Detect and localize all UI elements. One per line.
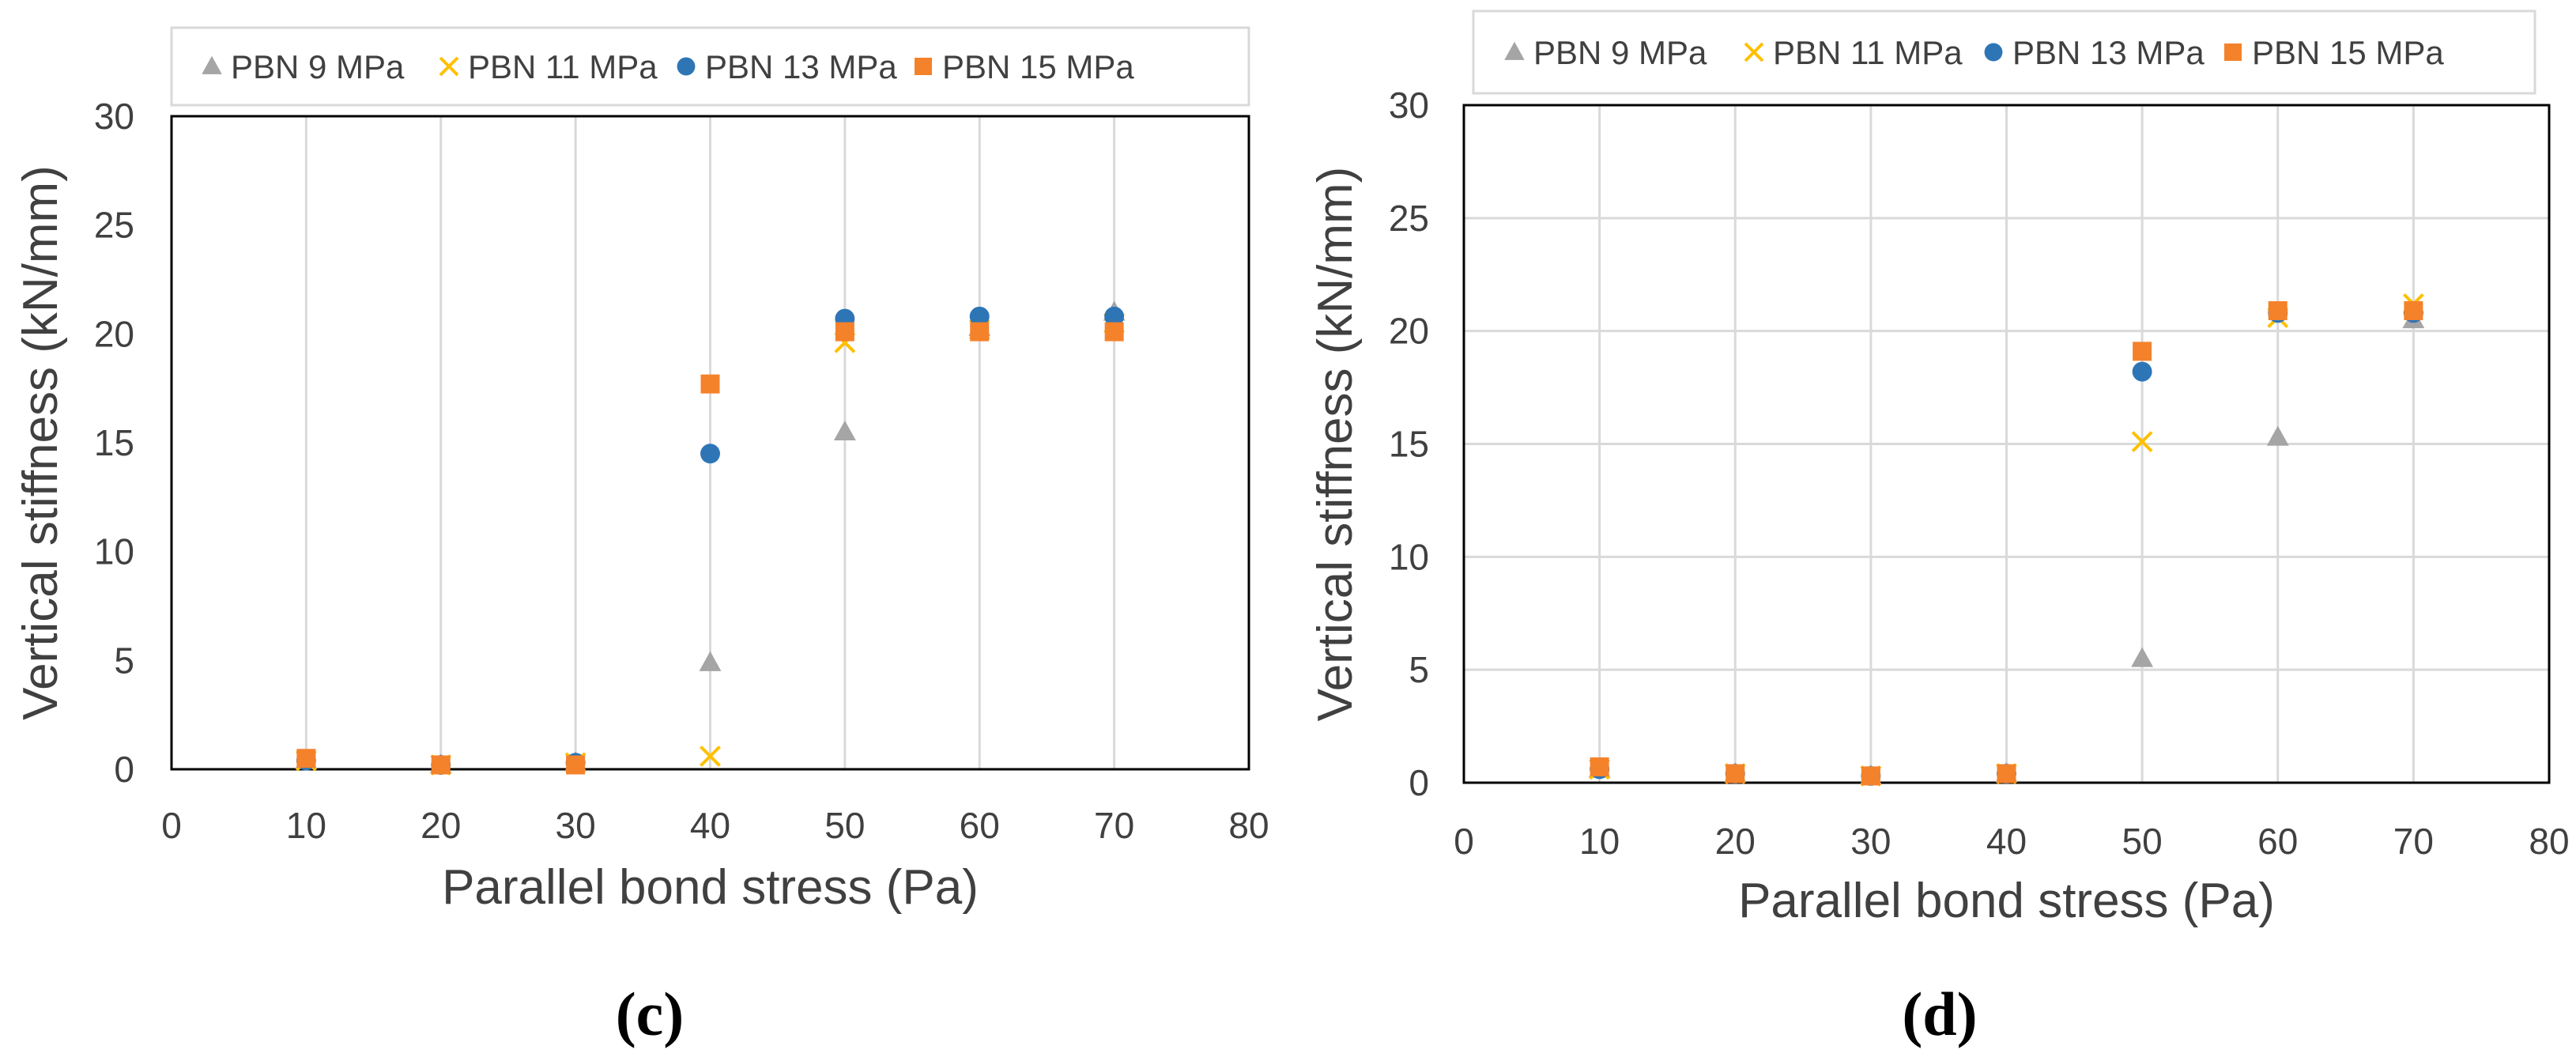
- panel-c-point-s1-40: [699, 651, 722, 671]
- panel-c-chart: 0 10 20 30 40 50 60 70 80 0 5 10 15 20 25 30 Parallel bo…: [13, 26, 1269, 915]
- panel-d-point-s4-10: [1590, 757, 1609, 777]
- panel-d-legend-label-1: PBN 9 MPa: [1533, 34, 1707, 71]
- panel-d-ytick-label-30: 30: [1389, 85, 1429, 126]
- panel-c-legend-box: [170, 26, 1250, 107]
- panel-d-point-s1-50: [2131, 647, 2154, 667]
- panel-c-point-s4-60: [970, 322, 990, 342]
- panel-d-xtick-label-40: 40: [1986, 821, 2027, 862]
- panel-c-ytick-label-10: 10: [94, 531, 134, 572]
- panel-c-ytick-label-15: 15: [94, 422, 134, 463]
- panel-d-legend-label-4: PBN 15 MPa: [2252, 34, 2444, 71]
- panel-c-ytick-label-25: 25: [94, 205, 134, 246]
- panel-d-xtick-label-60: 60: [2257, 821, 2298, 862]
- panel-caption-d: (d): [1902, 980, 1978, 1048]
- panel-d-point-s4-40: [1997, 764, 2016, 783]
- panel-c-xtick-label-10: 10: [286, 805, 326, 846]
- panel-d-ytick-label-20: 20: [1389, 311, 1429, 352]
- panel-d-legend: PBN 9 MPa PBN 11 MPa PBN 13 MPa PBN 15 MPa: [1472, 9, 2536, 95]
- panel-c-xtick-label-0: 0: [161, 805, 182, 846]
- panel-c-legend-marker-2: [439, 56, 459, 77]
- panel-d-ytick-label-25: 25: [1389, 198, 1429, 239]
- panel-d-ytick-label-10: 10: [1389, 536, 1429, 577]
- panel-c-legend-marker-4: [915, 58, 932, 75]
- panel-d-legend-box: [1472, 9, 2536, 95]
- panel-c-ytick-label-0: 0: [114, 749, 134, 790]
- panel-c-legend: PBN 9 MPa PBN 11 MPa PBN 13 MPa PBN 15 MPa: [170, 26, 1250, 107]
- panel-d-point-s1-60: [2266, 425, 2289, 446]
- panel-d-point-s4-50: [2133, 342, 2152, 361]
- panel-d-legend-marker-4: [2224, 43, 2242, 61]
- panel-d-xtick-label-0: 0: [1454, 821, 1474, 862]
- panel-c-legend-label-1: PBN 9 MPa: [231, 48, 405, 85]
- panel-d-legend-marker-2-stroke-b: [1744, 42, 1764, 62]
- panel-c-plot-frame: [170, 115, 1250, 771]
- panel-c-point-s4-70: [1104, 322, 1124, 342]
- panel-c-xtick-label-60: 60: [960, 805, 1000, 846]
- panel-c-y-axis-label: Vertical stiffness (kN/mm): [13, 165, 68, 720]
- panel-c-point-s4-20: [431, 755, 451, 775]
- panel-c-legend-marker-3: [677, 57, 696, 76]
- panel-c-xtick-label-20: 20: [421, 805, 461, 846]
- panel-d-point-s4-30: [1861, 766, 1880, 786]
- panel-c-point-s3-70: [1104, 306, 1125, 327]
- panel-c-legend-marker-2-stroke-b: [439, 56, 459, 77]
- panel-d-xtick-label-20: 20: [1715, 821, 1756, 862]
- panel-d-legend-marker-3: [1984, 43, 2003, 62]
- panel-c-point-s3-40: [700, 444, 720, 464]
- panel-c-point-s4-50: [835, 322, 854, 342]
- panel-d-legend-marker-1: [1504, 41, 1525, 60]
- panel-c-xtick-label-80: 80: [1228, 805, 1269, 846]
- panel-c-xtick-label-40: 40: [690, 805, 730, 846]
- panel-c-legend-label-3: PBN 13 MPa: [705, 48, 897, 85]
- panel-caption-c: (c): [615, 980, 685, 1048]
- panel-c-point-s2-40: [700, 746, 721, 767]
- panel-d-xtick-label-10: 10: [1579, 821, 1620, 862]
- panel-d-point-s2-50-stroke-b: [2131, 431, 2153, 453]
- panel-d-xtick-label-30: 30: [1850, 821, 1891, 862]
- panel-d-legend-label-3: PBN 13 MPa: [2012, 34, 2204, 71]
- panel-d-point-s3-50: [2132, 361, 2152, 382]
- panel-d-xtick-label-70: 70: [2393, 821, 2434, 862]
- panel-d-ytick-label-5: 5: [1409, 649, 1429, 690]
- panel-c-legend-label-2: PBN 11 MPa: [468, 48, 658, 85]
- panel-c-legend-marker-1: [202, 55, 222, 74]
- panel-c-x-axis-label: Parallel bond stress (Pa): [442, 860, 979, 915]
- panel-d-chart: 0 10 20 30 40 50 60 70 80 0 5 10 15 20 25 30 Parallel bo…: [1308, 9, 2570, 928]
- panel-d-ytick-label-15: 15: [1389, 424, 1429, 465]
- panel-c-xtick-label-70: 70: [1094, 805, 1134, 846]
- panel-c-point-s1-50: [833, 420, 856, 441]
- panel-d-point-s4-60: [2268, 300, 2287, 320]
- panel-c-legend-label-4: PBN 15 MPa: [942, 48, 1134, 85]
- panel-d-x-axis-label: Parallel bond stress (Pa): [1738, 874, 2275, 928]
- panel-c-xtick-label-30: 30: [556, 805, 596, 846]
- panel-d-xtick-label-50: 50: [2122, 821, 2163, 862]
- panel-d-point-s2-50: [2131, 431, 2153, 453]
- panel-c-xtick-label-50: 50: [824, 805, 865, 846]
- panel-d-point-s4-70: [2404, 300, 2423, 320]
- panel-c-point-s4-10: [296, 749, 316, 768]
- panel-c-series-4: [296, 322, 1124, 775]
- panel-c-ytick-label-20: 20: [94, 313, 134, 354]
- panel-d-series-4: [1590, 300, 2423, 786]
- panel-d-ytick-label-0: 0: [1409, 762, 1429, 803]
- panel-d-xtick-label-80: 80: [2529, 821, 2569, 862]
- panel-d-legend-marker-2: [1744, 42, 1764, 62]
- panel-c-ytick-label-30: 30: [94, 96, 134, 137]
- panel-d-legend-label-2: PBN 11 MPa: [1773, 34, 1963, 71]
- panel-c-point-s3-60: [969, 306, 990, 327]
- panel-d-y-axis-label: Vertical stiffness (kN/mm): [1308, 167, 1363, 722]
- panel-c-point-s2-40-stroke-b: [700, 746, 721, 767]
- panel-c-point-s4-30: [566, 755, 586, 775]
- panel-c-ytick-label-5: 5: [114, 640, 134, 681]
- panel-c-point-s4-40: [700, 374, 720, 394]
- panel-d-point-s4-20: [1726, 764, 1745, 783]
